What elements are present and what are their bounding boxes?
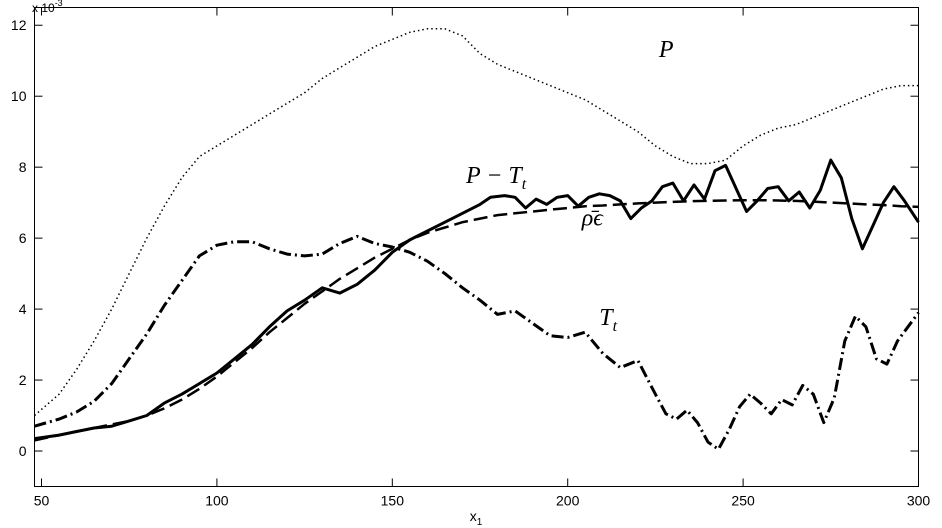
y-tick-label-12: 12 xyxy=(11,17,27,33)
x-axis-title: x1 xyxy=(470,508,483,528)
series-label-main-1: P − T xyxy=(465,163,523,189)
axis-ticks: 50 100 150 200 250 300 0 2 4 6 8 10 12 xyxy=(11,7,931,509)
y-scale-prefix: x 10 xyxy=(32,1,55,15)
series-line-0 xyxy=(34,28,919,417)
series-line-2 xyxy=(34,198,919,442)
plot-frame xyxy=(34,7,919,487)
series-label-main-3: T xyxy=(599,305,614,331)
x-tick-label-150: 150 xyxy=(381,493,405,509)
series-line-1 xyxy=(34,158,920,441)
y-scale-label: x 10-3 xyxy=(32,0,63,15)
y-tick-label-0: 0 xyxy=(19,443,27,459)
x-tick-label-250: 250 xyxy=(731,493,755,509)
series-label-3: Tt xyxy=(599,305,617,335)
series-lines xyxy=(34,28,920,451)
series-line-3 xyxy=(34,234,920,451)
y-tick-label-6: 6 xyxy=(19,230,27,246)
series-label-2: ρ̄ϵ xyxy=(581,206,605,232)
y-tick-label-10: 10 xyxy=(11,88,27,104)
x-tick-label-200: 200 xyxy=(556,493,580,509)
series-label-sub-1: t xyxy=(522,176,527,193)
y-tick-label-2: 2 xyxy=(19,372,27,388)
y-scale-exponent: -3 xyxy=(55,0,63,8)
x-tick-label-100: 100 xyxy=(205,493,229,509)
y-tick-label-8: 8 xyxy=(19,159,27,175)
series-label-main-0: P xyxy=(658,37,674,63)
series-label-sub-3: t xyxy=(613,318,618,335)
series-label-0: P xyxy=(658,37,674,63)
series-label-1: P − Tt xyxy=(465,163,527,193)
series-label-main-2: ρ̄ϵ xyxy=(581,206,605,232)
x-axis-title-subscript: 1 xyxy=(477,517,483,528)
y-tick-label-4: 4 xyxy=(19,301,27,317)
x-axis-title-main: x xyxy=(470,508,477,524)
x-tick-label-50: 50 xyxy=(34,493,50,509)
series-labels: PP − Ttρ̄ϵTt xyxy=(465,37,674,335)
x-tick-label-300: 300 xyxy=(907,493,931,509)
